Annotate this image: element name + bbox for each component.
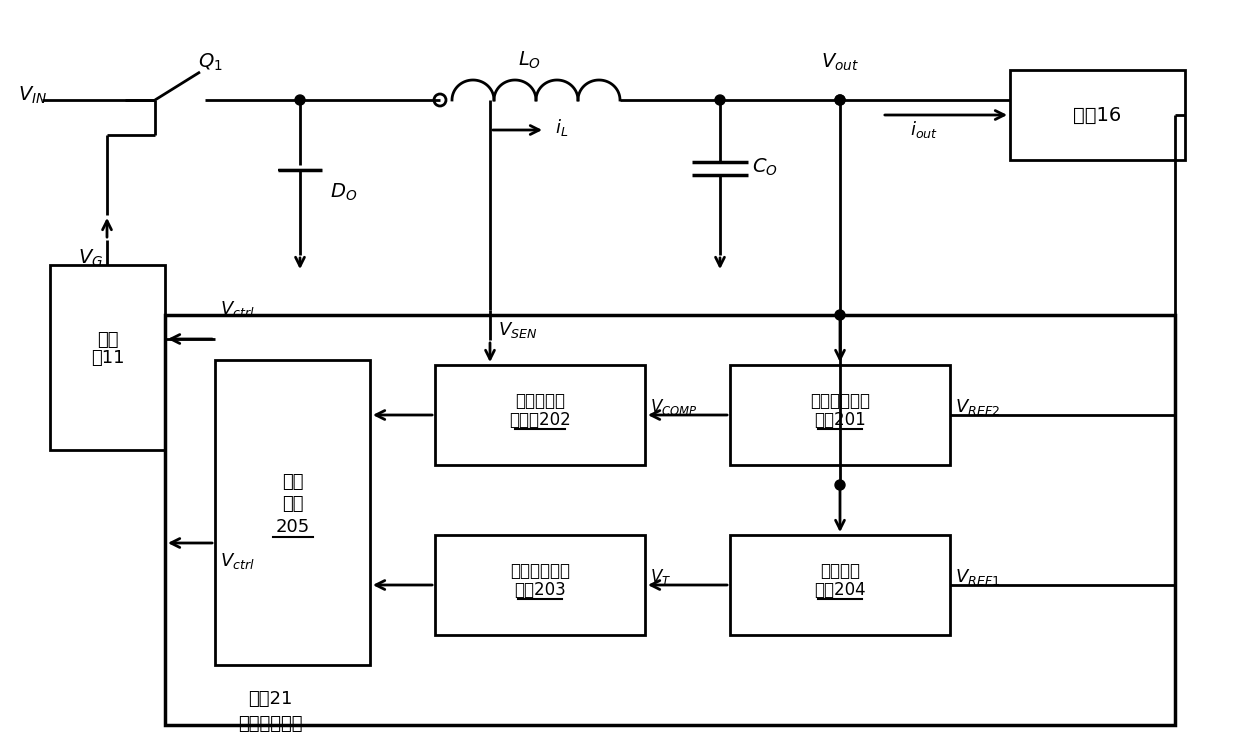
Text: $i_{out}$: $i_{out}$ (909, 120, 938, 141)
Circle shape (835, 95, 845, 105)
Text: $V_T$: $V_T$ (650, 567, 672, 587)
Text: $C_O$: $C_O$ (752, 156, 778, 177)
Text: 驱动: 驱动 (97, 330, 118, 348)
Bar (165, 315, 1175, 725)
Text: 电路203: 电路203 (514, 581, 566, 599)
Text: $V_{REF1}$: $V_{REF1}$ (955, 567, 1000, 587)
Bar (216, 360, 370, 665)
Circle shape (835, 310, 845, 320)
Text: $V_{SEN}$: $V_{SEN}$ (498, 320, 538, 340)
Text: 负载16: 负载16 (1073, 105, 1121, 125)
Text: $V_G$: $V_G$ (78, 247, 103, 268)
Text: 电路204: 电路204 (814, 581, 866, 599)
Text: 输出电压控制: 输出电压控制 (810, 392, 870, 410)
Text: $V_{ctrl}$: $V_{ctrl}$ (221, 299, 255, 319)
Bar (1010, 70, 1184, 160)
Text: $V_{COMP}$: $V_{COMP}$ (650, 397, 698, 417)
Circle shape (295, 95, 305, 105)
Text: $V_{ctrl}$: $V_{ctrl}$ (221, 551, 255, 571)
Text: 电路: 电路 (281, 496, 304, 514)
Text: $V_{REF2}$: $V_{REF2}$ (955, 397, 1000, 417)
Text: $i_L$: $i_L$ (555, 117, 569, 138)
Bar (435, 535, 646, 635)
Text: 电感电流控: 电感电流控 (515, 392, 565, 410)
Text: 瞬态控制: 瞬态控制 (820, 562, 860, 580)
Text: 逻辑: 逻辑 (281, 474, 304, 492)
Circle shape (835, 480, 845, 490)
Circle shape (835, 95, 845, 105)
Text: $Q_1$: $Q_1$ (198, 51, 223, 73)
Text: $V_{IN}$: $V_{IN}$ (19, 84, 47, 105)
Text: $D_O$: $D_O$ (330, 181, 357, 202)
Text: 恒定时间发生: 恒定时间发生 (510, 562, 570, 580)
Bar (730, 535, 950, 635)
Text: 205: 205 (275, 518, 310, 536)
Bar (435, 365, 646, 465)
Text: 恒定时间控制: 恒定时间控制 (238, 715, 302, 733)
Text: 制回路202: 制回路202 (509, 411, 571, 429)
Bar (730, 365, 950, 465)
Text: $L_O$: $L_O$ (518, 50, 541, 71)
Text: 电路21: 电路21 (248, 690, 292, 708)
Text: 器11: 器11 (90, 348, 124, 366)
Circle shape (715, 95, 725, 105)
Text: 回路201: 回路201 (814, 411, 866, 429)
Text: $V_{out}$: $V_{out}$ (821, 51, 859, 73)
Bar (50, 265, 165, 450)
